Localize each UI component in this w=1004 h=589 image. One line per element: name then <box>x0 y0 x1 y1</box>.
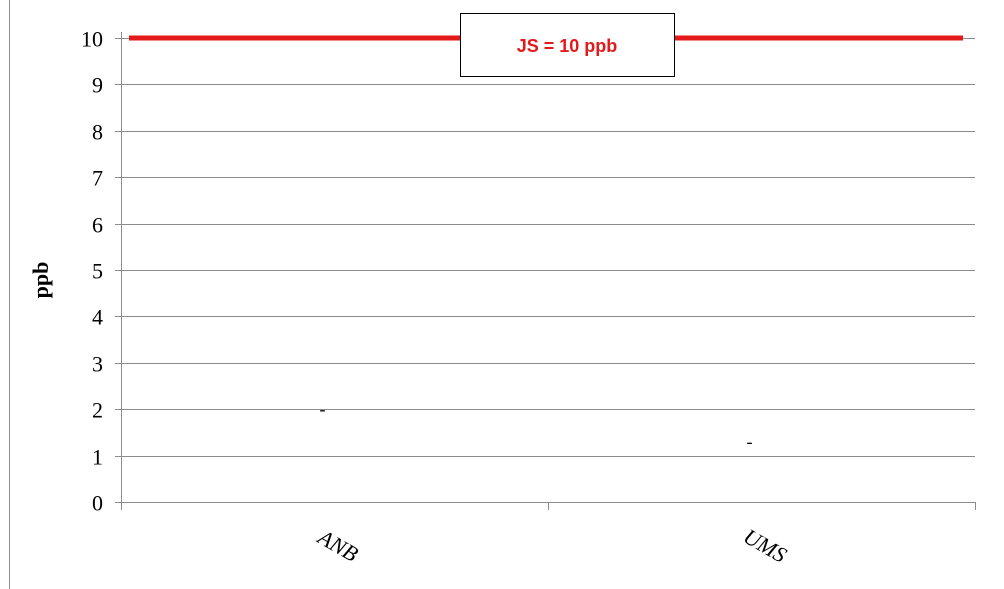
y-axis-label: ppb <box>28 262 53 299</box>
reference-label-box <box>460 13 675 77</box>
gridlines <box>121 38 975 457</box>
y-tick-label: 7 <box>92 166 103 191</box>
reference-line-group: JS = 10 ppb <box>129 13 963 77</box>
data-labels: -- <box>320 399 753 451</box>
axes <box>115 32 976 510</box>
data-label: - <box>747 432 753 452</box>
x-tick-label: ANB <box>312 523 362 566</box>
reference-label: JS = 10 ppb <box>517 36 618 56</box>
y-tick-label: 10 <box>81 27 103 52</box>
x-tick-label: UMS <box>739 523 791 567</box>
y-tick-label: 9 <box>92 73 103 98</box>
x-tick-labels: ANB UMS <box>312 523 791 567</box>
y-tick-label: 1 <box>92 445 103 470</box>
y-tick-label: 2 <box>92 398 103 423</box>
y-tick-labels: 0 1 2 3 4 5 6 7 8 9 10 <box>81 27 103 516</box>
y-tick-label: 3 <box>92 352 103 377</box>
data-label: - <box>320 399 326 419</box>
y-tick-label: 0 <box>92 491 103 516</box>
y-tick-label: 5 <box>92 259 103 284</box>
y-tick-label: 6 <box>92 213 103 238</box>
y-tick-label: 8 <box>92 120 103 145</box>
y-tick-label: 4 <box>92 305 103 330</box>
